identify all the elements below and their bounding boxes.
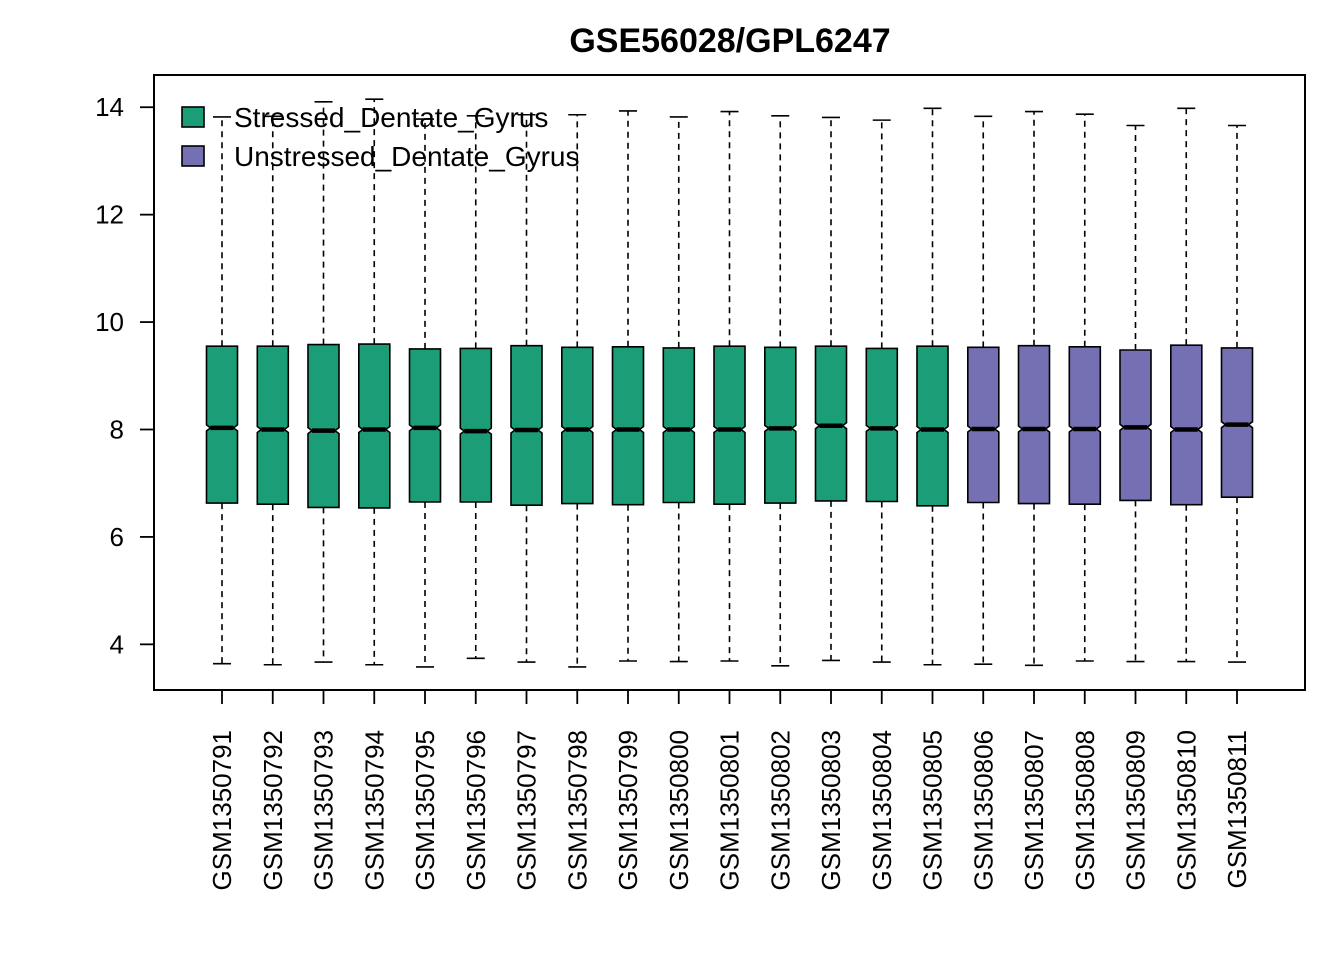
y-tick-label: 12 <box>95 200 124 230</box>
box-GSM1350791 <box>205 116 239 665</box>
x-tick-label: GSM1350797 <box>512 730 542 890</box>
x-tick-label: GSM1350802 <box>765 730 795 890</box>
box-GSM1350803 <box>814 116 848 662</box>
legend: Stressed_Dentate_Gyrus Unstressed_Dentate… <box>181 102 580 172</box>
box-body <box>865 347 899 503</box>
legend-swatch <box>181 145 205 167</box>
box-GSM1350805 <box>916 107 949 666</box>
box-GSM1350800 <box>662 116 696 663</box>
box-body <box>560 346 594 505</box>
x-tick-label: GSM1350794 <box>359 730 389 890</box>
x-tick-label: GSM1350803 <box>816 730 846 890</box>
box-body <box>713 345 746 506</box>
box-GSM1350801 <box>713 110 746 662</box>
legend-item: Stressed_Dentate_Gyrus <box>181 102 548 133</box>
y-tick-label: 6 <box>110 522 124 552</box>
x-tick-label: GSM1350809 <box>1121 730 1151 890</box>
box-GSM1350808 <box>1068 113 1102 662</box>
x-tick-label: GSM1350793 <box>309 730 339 890</box>
box-body <box>662 347 696 504</box>
box-GSM1350809 <box>1119 124 1152 663</box>
box-body <box>459 347 493 503</box>
x-tick-label: GSM1350807 <box>1019 730 1049 890</box>
box-GSM1350810 <box>1170 107 1203 663</box>
legend-label: Unstressed_Dentate_Gyrus <box>234 141 580 172</box>
x-tick-label: GSM1350811 <box>1222 730 1252 889</box>
box-body <box>966 346 1000 504</box>
x-tick-label: GSM1350810 <box>1171 730 1201 890</box>
legend-item: Unstressed_Dentate_Gyrus <box>181 141 580 172</box>
box-body <box>1068 345 1102 506</box>
x-tick-label: GSM1350796 <box>461 730 491 890</box>
y-tick-label: 8 <box>110 414 124 444</box>
box-GSM1350792 <box>256 115 290 666</box>
box-GSM1350794 <box>357 98 391 666</box>
box-body <box>408 348 442 503</box>
box-body <box>256 345 290 506</box>
y-axis: 4 6 8 10 12 14 <box>95 92 155 659</box>
box-GSM1350802 <box>763 115 797 667</box>
y-tick-label: 10 <box>95 307 124 337</box>
x-tick-label: GSM1350806 <box>968 730 998 890</box>
y-tick-label: 14 <box>95 92 124 122</box>
box-GSM1350797 <box>510 113 543 663</box>
box-GSM1350806 <box>966 115 1000 666</box>
x-tick-label: GSM1350792 <box>258 730 288 890</box>
box-GSM1350793 <box>307 101 340 663</box>
x-tick-label: GSM1350800 <box>664 730 694 890</box>
box-body <box>611 345 645 506</box>
box-body <box>307 343 340 509</box>
box-body <box>763 346 797 504</box>
box-GSM1350799 <box>611 110 645 662</box>
box-body <box>357 343 391 509</box>
x-axis: GSM1350791 GSM1350792 GSM1350793 GSM1350794… <box>207 689 1252 890</box>
y-tick-label: 4 <box>110 629 124 659</box>
x-tick-label: GSM1350801 <box>715 730 745 890</box>
x-tick-label: GSM1350804 <box>867 730 897 890</box>
x-tick-label: GSM1350799 <box>613 730 643 890</box>
box-GSM1350796 <box>459 115 493 660</box>
legend-swatch <box>181 106 205 128</box>
box-GSM1350811 <box>1220 124 1254 663</box>
legend-label: Stressed_Dentate_Gyrus <box>234 102 548 133</box>
plot-area <box>205 98 1254 668</box>
x-tick-label: GSM1350808 <box>1070 730 1100 890</box>
box-GSM1350798 <box>560 113 594 668</box>
box-GSM1350804 <box>865 119 899 663</box>
box-GSM1350807 <box>1017 110 1051 667</box>
x-tick-label: GSM1350795 <box>410 730 440 890</box>
x-tick-label: GSM1350798 <box>562 730 592 890</box>
box-body <box>916 345 949 507</box>
box-body <box>205 345 239 504</box>
box-body <box>1017 344 1051 505</box>
chart-title: GSE56028/GPL6247 <box>569 22 890 60</box>
x-tick-label: GSM1350791 <box>207 730 237 890</box>
box-GSM1350795 <box>408 118 442 668</box>
x-tick-label: GSM1350805 <box>918 730 948 890</box>
box-body <box>1170 344 1203 506</box>
box-body <box>510 344 543 507</box>
